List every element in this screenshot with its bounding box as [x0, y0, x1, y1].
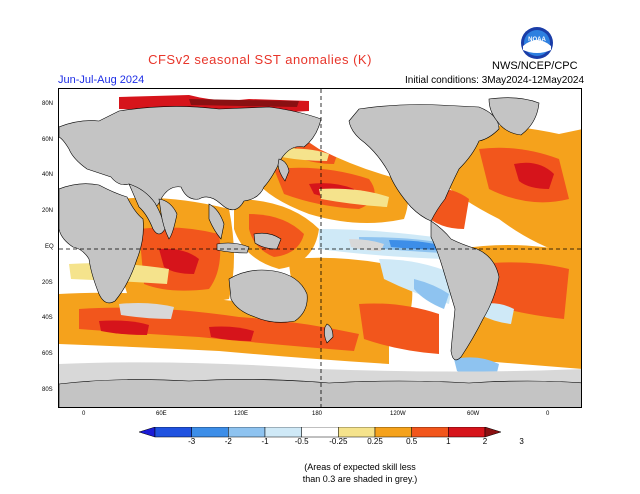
legend-tick-label: -1: [261, 437, 269, 446]
legend-arrow-low: [139, 427, 156, 438]
lat-label: 20N: [42, 208, 54, 214]
skill-note-line1: (Areas of expected skill less: [304, 462, 416, 472]
low-skill-shading: [59, 239, 581, 384]
legend-tick-label: -0.25: [329, 437, 348, 446]
legend-tick-label: 2: [482, 437, 488, 446]
lat-label: EQ: [45, 244, 54, 250]
legend-swatch: [301, 427, 339, 438]
lon-label: 0: [546, 411, 550, 417]
lat-label: 40N: [42, 172, 54, 178]
legend-tick-label: -2: [224, 437, 232, 446]
noaa-logo-text: NOAA: [528, 37, 546, 43]
legend-tick-label: -3: [188, 437, 196, 446]
sst-anomaly-map: [58, 88, 582, 408]
lon-label: 120E: [234, 411, 249, 417]
lon-label: 60E: [156, 411, 167, 417]
legend-swatch: [448, 427, 486, 438]
lon-label: 0: [82, 411, 86, 417]
legend-swatch: [338, 427, 376, 438]
legend-swatch: [264, 427, 302, 438]
season-label: Jun-Jul-Aug 2024: [58, 74, 145, 86]
legend-swatch: [191, 427, 229, 438]
legend-tick-label: 1: [446, 437, 451, 446]
legend-tick-label: 0.25: [367, 437, 383, 446]
map-svg: [59, 89, 581, 407]
lat-label: 60S: [42, 351, 53, 357]
land: [59, 97, 581, 407]
legend-swatch: [411, 427, 449, 438]
legend-swatch: [154, 427, 192, 438]
chart-title: CFSv2 seasonal SST anomalies (K): [148, 52, 372, 67]
lon-label: 120W: [390, 411, 406, 417]
skill-note: (Areas of expected skill less than 0.3 a…: [260, 461, 460, 485]
lat-label: 20S: [42, 280, 53, 286]
initial-conditions-label: Initial conditions: 3May2024-12May2024: [405, 75, 584, 86]
legend-swatch: [374, 427, 412, 438]
legend-tick-label: -0.5: [294, 437, 309, 446]
legend-tick-label: 0.5: [406, 437, 418, 446]
lat-label: 60N: [42, 137, 54, 143]
lon-label: 180: [312, 411, 323, 417]
legend-swatch: [228, 427, 266, 438]
skill-note-line2: than 0.3 are shaded in grey.): [302, 474, 418, 484]
legend-arrow-high: [484, 427, 501, 438]
noaa-logo: NOAA: [521, 27, 553, 59]
lat-label: 40S: [42, 315, 53, 321]
lat-label: 80S: [42, 387, 53, 393]
lat-label: 80N: [42, 101, 54, 107]
legend-tick-label: 3: [519, 437, 524, 446]
color-legend: [139, 427, 501, 438]
lon-label: 60W: [467, 411, 480, 417]
org-label: NWS/NCEP/CPC: [492, 60, 578, 72]
